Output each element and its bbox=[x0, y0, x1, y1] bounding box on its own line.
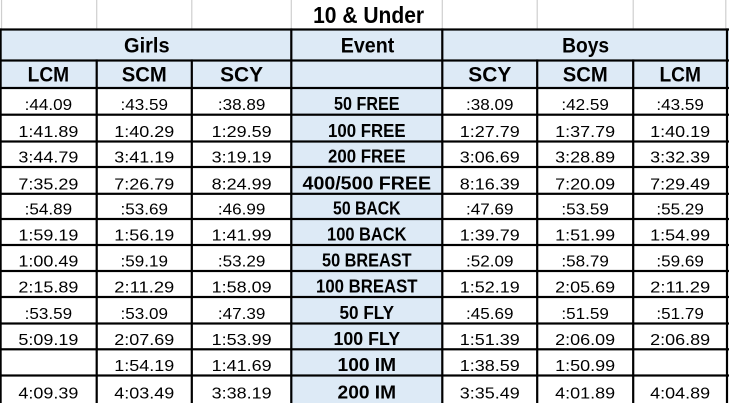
svg-text::53.59: :53.59 bbox=[561, 202, 609, 219]
svg-text:3:28.89: 3:28.89 bbox=[555, 150, 615, 167]
svg-text:8:24.99: 8:24.99 bbox=[212, 176, 272, 193]
svg-text:8:16.39: 8:16.39 bbox=[460, 176, 520, 193]
svg-text:1:59.19: 1:59.19 bbox=[18, 228, 78, 245]
svg-text:3:41.19: 3:41.19 bbox=[114, 150, 174, 167]
svg-text:1:52.19: 1:52.19 bbox=[460, 280, 520, 297]
svg-text:1:56.19: 1:56.19 bbox=[114, 228, 174, 245]
svg-text::54.89: :54.89 bbox=[25, 202, 73, 219]
svg-text:100 BREAST: 100 BREAST bbox=[316, 276, 418, 297]
svg-text:1:39.79: 1:39.79 bbox=[460, 228, 520, 245]
svg-text:4:03.49: 4:03.49 bbox=[114, 386, 174, 403]
svg-text:1:41.89: 1:41.89 bbox=[18, 124, 78, 141]
svg-text:1:51.99: 1:51.99 bbox=[555, 228, 615, 245]
svg-text:2:06.09: 2:06.09 bbox=[555, 332, 615, 349]
svg-text:SCY: SCY bbox=[468, 63, 511, 87]
svg-text::47.39: :47.39 bbox=[218, 306, 266, 323]
svg-text:2:05.69: 2:05.69 bbox=[555, 280, 615, 297]
svg-text:1:00.49: 1:00.49 bbox=[18, 254, 78, 271]
svg-text::53.69: :53.69 bbox=[121, 202, 169, 219]
svg-text:LCM: LCM bbox=[28, 63, 70, 87]
svg-text::47.69: :47.69 bbox=[466, 202, 514, 219]
svg-text:1:53.99: 1:53.99 bbox=[212, 332, 272, 349]
svg-text:100 BACK: 100 BACK bbox=[327, 224, 407, 245]
svg-text:1:58.09: 1:58.09 bbox=[212, 280, 272, 297]
svg-text:10 & Under: 10 & Under bbox=[313, 2, 424, 28]
svg-text:50 BACK: 50 BACK bbox=[333, 198, 401, 219]
svg-text:LCM: LCM bbox=[659, 63, 701, 87]
svg-text::53.59: :53.59 bbox=[25, 306, 73, 323]
svg-text:4:04.89: 4:04.89 bbox=[650, 386, 710, 403]
svg-text:1:40.19: 1:40.19 bbox=[650, 124, 710, 141]
svg-text::51.79: :51.79 bbox=[656, 306, 704, 323]
svg-text::51.59: :51.59 bbox=[561, 306, 609, 323]
svg-text:100 FLY: 100 FLY bbox=[334, 328, 401, 349]
svg-text:1:54.99: 1:54.99 bbox=[650, 228, 710, 245]
svg-text:50 FREE: 50 FREE bbox=[334, 93, 400, 114]
svg-text:1:27.79: 1:27.79 bbox=[460, 124, 520, 141]
svg-text::43.59: :43.59 bbox=[121, 97, 169, 114]
svg-text:SCM: SCM bbox=[122, 63, 167, 87]
svg-text:1:51.39: 1:51.39 bbox=[460, 332, 520, 349]
svg-text::59.19: :59.19 bbox=[121, 254, 169, 271]
svg-text::42.59: :42.59 bbox=[561, 97, 609, 114]
svg-text:1:54.19: 1:54.19 bbox=[114, 358, 174, 375]
svg-text:3:44.79: 3:44.79 bbox=[18, 150, 78, 167]
svg-text:7:20.09: 7:20.09 bbox=[555, 176, 615, 193]
svg-text:7:29.49: 7:29.49 bbox=[650, 176, 710, 193]
svg-text::52.09: :52.09 bbox=[466, 254, 514, 271]
svg-text:1:37.79: 1:37.79 bbox=[555, 124, 615, 141]
svg-text::53.09: :53.09 bbox=[121, 306, 169, 323]
svg-text:400/500 FREE: 400/500 FREE bbox=[303, 172, 432, 193]
svg-text:2:15.89: 2:15.89 bbox=[18, 280, 78, 297]
svg-text:100 FREE: 100 FREE bbox=[328, 120, 406, 141]
svg-text::58.79: :58.79 bbox=[561, 254, 609, 271]
svg-text:3:19.19: 3:19.19 bbox=[212, 150, 272, 167]
svg-text:1:29.59: 1:29.59 bbox=[212, 124, 272, 141]
svg-text:1:40.29: 1:40.29 bbox=[114, 124, 174, 141]
svg-text::38.09: :38.09 bbox=[466, 97, 514, 114]
svg-text:1:50.99: 1:50.99 bbox=[555, 358, 615, 375]
svg-text:7:35.29: 7:35.29 bbox=[18, 176, 78, 193]
svg-text:1:38.59: 1:38.59 bbox=[460, 358, 520, 375]
svg-text:200 IM: 200 IM bbox=[338, 382, 397, 403]
svg-text::45.69: :45.69 bbox=[466, 306, 514, 323]
svg-text:SCM: SCM bbox=[563, 63, 608, 87]
svg-text::59.69: :59.69 bbox=[656, 254, 704, 271]
svg-text::44.09: :44.09 bbox=[25, 97, 73, 114]
svg-text:1:41.69: 1:41.69 bbox=[212, 358, 272, 375]
svg-text:2:06.89: 2:06.89 bbox=[650, 332, 710, 349]
svg-text:50 BREAST: 50 BREAST bbox=[322, 250, 412, 271]
svg-text:Event: Event bbox=[341, 35, 395, 58]
svg-text:100 IM: 100 IM bbox=[338, 354, 397, 375]
svg-text:5:09.19: 5:09.19 bbox=[18, 332, 78, 349]
svg-text::46.99: :46.99 bbox=[218, 202, 266, 219]
svg-text:Boys: Boys bbox=[562, 35, 609, 58]
svg-text:2:07.69: 2:07.69 bbox=[114, 332, 174, 349]
svg-text:3:35.49: 3:35.49 bbox=[460, 386, 520, 403]
svg-text:2:11.29: 2:11.29 bbox=[114, 280, 174, 297]
svg-text:4:09.39: 4:09.39 bbox=[18, 386, 78, 403]
svg-text:2:11.29: 2:11.29 bbox=[650, 280, 710, 297]
svg-text:3:06.69: 3:06.69 bbox=[460, 150, 520, 167]
svg-text:7:26.79: 7:26.79 bbox=[114, 176, 174, 193]
svg-text:1:41.99: 1:41.99 bbox=[212, 228, 272, 245]
svg-text:4:01.89: 4:01.89 bbox=[555, 386, 615, 403]
svg-text::38.89: :38.89 bbox=[218, 97, 266, 114]
svg-text:3:32.39: 3:32.39 bbox=[650, 150, 710, 167]
svg-text::53.29: :53.29 bbox=[218, 254, 266, 271]
svg-text::43.59: :43.59 bbox=[656, 97, 704, 114]
svg-text:3:38.19: 3:38.19 bbox=[212, 386, 272, 403]
svg-text:Girls: Girls bbox=[124, 35, 170, 58]
svg-text:SCY: SCY bbox=[220, 63, 263, 87]
svg-text:50 FLY: 50 FLY bbox=[340, 302, 395, 323]
svg-text:200 FREE: 200 FREE bbox=[328, 146, 406, 167]
svg-text::55.29: :55.29 bbox=[656, 202, 704, 219]
